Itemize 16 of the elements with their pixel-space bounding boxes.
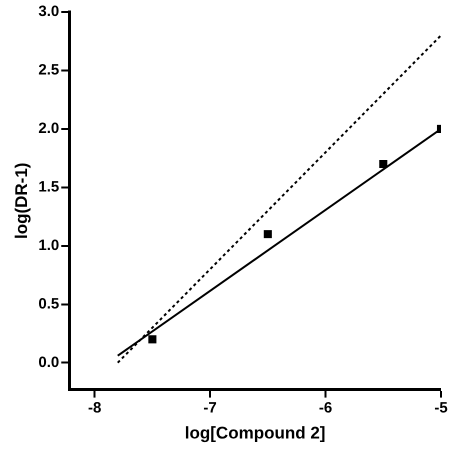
y-tick-label: 2.0: [38, 120, 60, 138]
y-tick-label: 1.0: [38, 236, 60, 254]
y-tick-label: 3.0: [38, 3, 60, 20]
x-tick-label: -5: [434, 400, 448, 417]
y-tick-label: 0.0: [38, 354, 60, 371]
x-tick-label: -6: [318, 400, 332, 417]
point: [379, 160, 388, 168]
y-tick-label: 1.5: [38, 178, 60, 196]
x-tick-label: -8: [88, 400, 102, 417]
y-axis-title: log(DR-1): [12, 162, 31, 240]
point: [264, 230, 272, 238]
x-axis-title: log[Compound 2]: [184, 423, 326, 442]
x-tick-label: -7: [203, 400, 217, 417]
y-tick-label: 0.5: [38, 295, 60, 312]
y-tick-label: 2.5: [38, 62, 60, 79]
point: [148, 335, 156, 344]
